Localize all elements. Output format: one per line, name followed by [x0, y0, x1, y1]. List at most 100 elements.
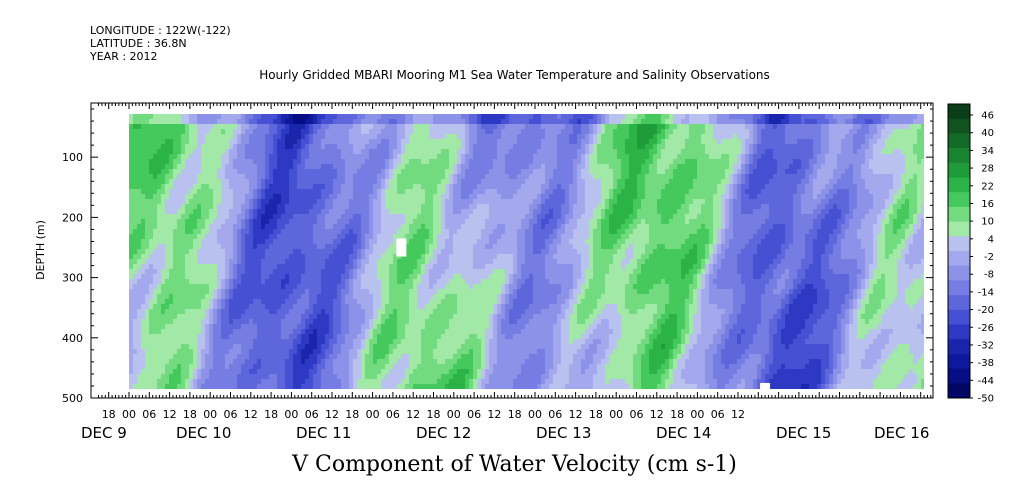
field-cell: [161, 374, 166, 380]
field-cell: [481, 354, 486, 360]
field-cell: [473, 329, 478, 335]
field-cell: [273, 224, 278, 230]
field-cell: [153, 354, 158, 360]
field-cell: [309, 139, 314, 145]
field-cell: [465, 374, 470, 380]
field-cell: [393, 279, 398, 285]
field-cell: [261, 264, 266, 270]
field-cell: [369, 119, 374, 125]
field-cell: [429, 164, 434, 170]
field-cell: [317, 314, 322, 320]
field-cell: [317, 114, 322, 120]
field-cell: [157, 319, 162, 325]
field-cell: [289, 209, 294, 215]
field-cell: [417, 314, 422, 320]
field-cell: [205, 359, 210, 365]
field-cell: [137, 339, 142, 345]
field-cell: [481, 264, 486, 270]
field-cell: [309, 219, 314, 225]
field-cell: [393, 129, 398, 135]
field-cell: [149, 244, 154, 250]
field-cell: [189, 274, 194, 280]
field-cell: [445, 269, 450, 275]
field-cell: [133, 279, 138, 285]
field-cell: [233, 344, 238, 350]
field-cell: [161, 299, 166, 305]
field-cell: [369, 284, 374, 290]
field-cell: [157, 249, 162, 255]
field-cell: [405, 299, 410, 305]
field-cell: [293, 159, 298, 165]
field-cell: [481, 224, 486, 230]
field-cell: [417, 129, 422, 135]
field-cell: [305, 209, 310, 215]
field-cell: [369, 349, 374, 355]
field-cell: [465, 239, 470, 245]
field-cell: [229, 349, 234, 355]
field-cell: [305, 299, 310, 305]
field-cell: [365, 209, 370, 215]
field-cell: [329, 194, 334, 200]
field-cell: [433, 239, 438, 245]
field-cell: [309, 169, 314, 175]
field-cell: [417, 304, 422, 310]
field-cell: [393, 154, 398, 160]
field-cell: [209, 189, 214, 195]
field-cell: [133, 209, 138, 215]
field-cell: [441, 179, 446, 185]
field-cell: [389, 299, 394, 305]
field-cell: [249, 199, 254, 205]
field-cell: [185, 139, 190, 145]
field-cell: [293, 224, 298, 230]
field-cell: [441, 119, 446, 125]
field-cell: [149, 279, 154, 285]
field-cell: [469, 329, 474, 335]
field-cell: [233, 129, 238, 135]
field-cell: [217, 384, 222, 389]
field-cell: [177, 319, 182, 325]
field-cell: [277, 279, 282, 285]
field-cell: [129, 299, 134, 305]
field-cell: [289, 169, 294, 175]
field-cell: [417, 369, 422, 375]
field-cell: [353, 134, 358, 140]
field-cell: [237, 209, 242, 215]
field-cell: [341, 284, 346, 290]
field-cell: [461, 244, 466, 250]
field-cell: [345, 279, 350, 285]
field-cell: [289, 359, 294, 365]
field-cell: [453, 354, 458, 360]
field-cell: [213, 314, 218, 320]
field-cell: [285, 164, 290, 170]
field-cell: [461, 264, 466, 270]
field-cell: [257, 219, 262, 225]
field-cell: [169, 134, 174, 140]
field-cell: [417, 249, 422, 255]
field-cell: [153, 279, 158, 285]
field-cell: [469, 299, 474, 305]
field-cell: [229, 244, 234, 250]
field-cell: [213, 324, 218, 330]
field-cell: [485, 374, 490, 380]
field-cell: [301, 289, 306, 295]
field-cell: [469, 144, 474, 150]
field-cell: [157, 294, 162, 300]
field-cell: [381, 359, 386, 365]
field-cell: [141, 324, 146, 330]
field-cell: [445, 249, 450, 255]
field-cell: [289, 114, 294, 120]
field-cell: [233, 119, 238, 125]
field-cell: [485, 294, 490, 300]
field-cell: [193, 234, 198, 240]
field-cell: [477, 159, 482, 165]
field-cell: [469, 279, 474, 285]
field-cell: [373, 294, 378, 300]
field-cell: [397, 174, 402, 180]
field-cell: [305, 364, 310, 370]
field-cell: [225, 314, 230, 320]
field-cell: [333, 184, 338, 190]
field-cell: [405, 259, 410, 265]
field-cell: [221, 114, 226, 120]
field-cell: [169, 244, 174, 250]
field-cell: [137, 154, 142, 160]
